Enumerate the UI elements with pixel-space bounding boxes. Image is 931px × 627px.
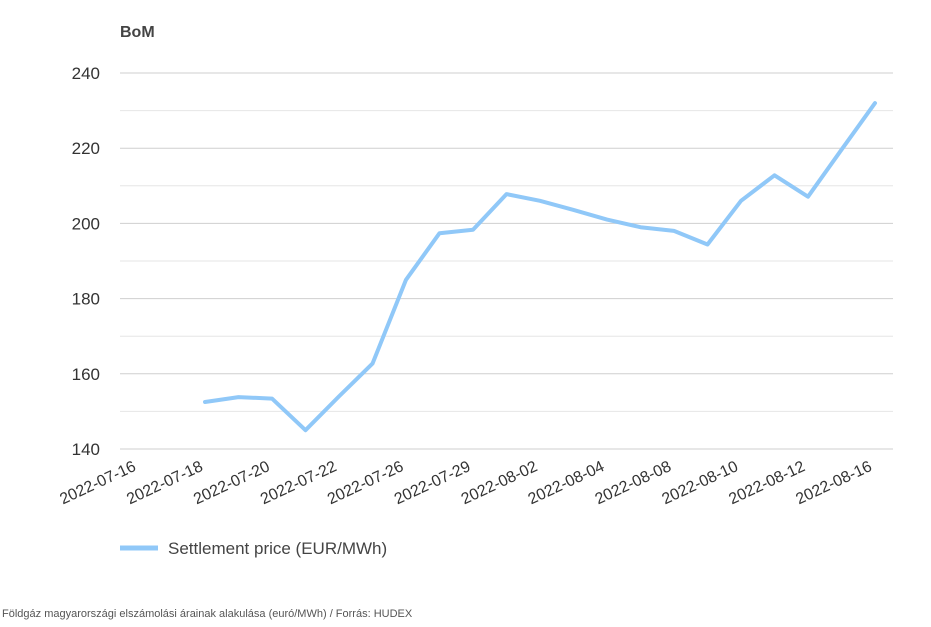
y-tick-label: 140 (72, 440, 100, 459)
series-layer (203, 101, 877, 433)
x-tick-label: 2022-08-10 (660, 458, 741, 508)
y-tick-label: 180 (72, 290, 100, 309)
x-tick-label: 2022-07-18 (124, 458, 205, 508)
y-tick-label: 240 (72, 64, 100, 83)
figure-caption: Földgáz magyarországi elszámolási áraina… (2, 608, 413, 620)
x-tick-label: 2022-07-16 (57, 458, 138, 508)
y-axis-label: BoM (120, 24, 155, 41)
y-tick-labels: 140 160 180 200 220 240 (72, 64, 100, 459)
x-tick-label: 2022-07-22 (258, 458, 339, 508)
x-tick-label: 2022-07-29 (392, 458, 473, 508)
x-tick-label: 2022-08-08 (593, 458, 674, 508)
x-tick-label: 2022-08-02 (459, 458, 540, 508)
gridlines (120, 72, 893, 450)
legend: Settlement price (EUR/MWh) (120, 539, 387, 558)
x-tick-label: 2022-08-04 (526, 458, 607, 508)
y-tick-label: 220 (72, 139, 100, 158)
x-tick-labels: 2022-07-162022-07-182022-07-202022-07-22… (57, 458, 874, 508)
y-tick-label: 160 (72, 365, 100, 384)
x-tick-label: 2022-07-26 (325, 458, 406, 508)
series-line (203, 101, 877, 433)
x-tick-label: 2022-08-16 (793, 458, 874, 508)
x-tick-label: 2022-07-20 (191, 458, 272, 508)
y-tick-label: 200 (72, 214, 100, 233)
legend-label: Settlement price (EUR/MWh) (168, 539, 387, 558)
x-tick-label: 2022-08-12 (726, 458, 807, 508)
